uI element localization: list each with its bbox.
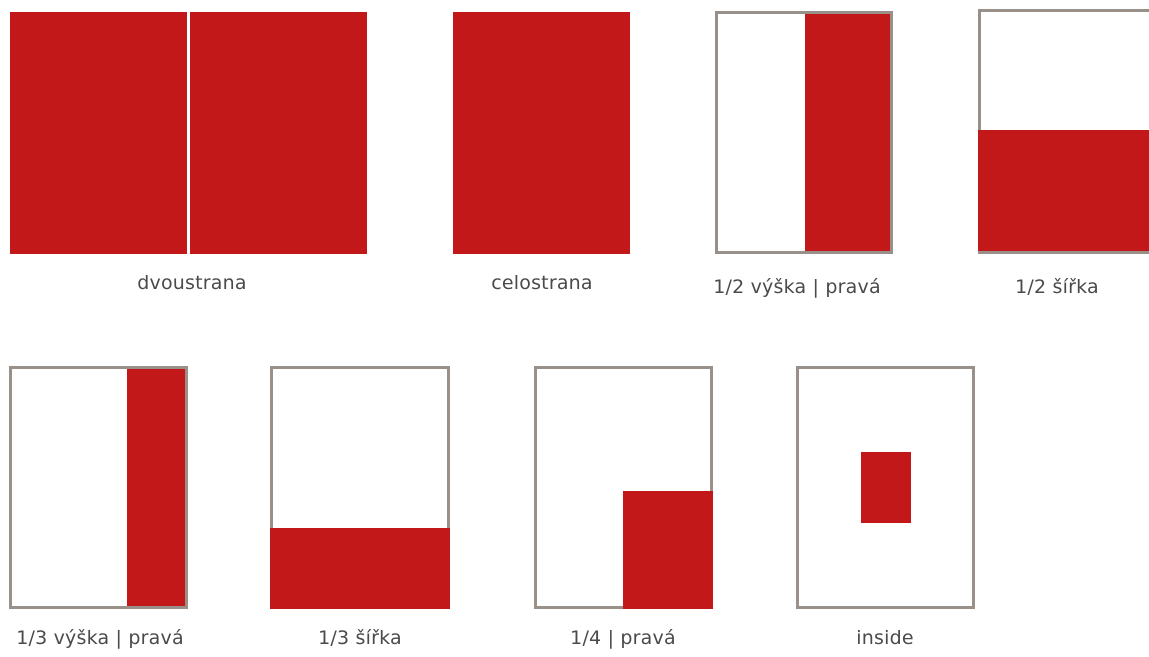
- format-third-height-right-diagram: [9, 366, 188, 609]
- ad-area-bottom-half: [978, 130, 1149, 251]
- format-label-celostrana: celostrana: [491, 272, 593, 294]
- ad-area-right-third: [127, 369, 185, 606]
- ad-area-right-half: [805, 14, 890, 251]
- ad-area-bottom-right-quarter: [623, 491, 713, 609]
- format-label-half-height-right: 1/2 výška | pravá: [713, 276, 881, 298]
- format-inside-diagram: [796, 366, 975, 609]
- format-label-half-width: 1/2 šířka: [1015, 276, 1099, 298]
- ad-area-right-page: [190, 12, 367, 254]
- format-celostrana-diagram: [453, 12, 630, 254]
- ad-area-full-page: [453, 12, 630, 254]
- format-label-dvoustrana: dvoustrana: [137, 272, 247, 294]
- format-dvoustrana-diagram: [10, 12, 367, 254]
- format-label-quarter-right: 1/4 | pravá: [570, 627, 676, 649]
- format-quarter-right-diagram: [534, 366, 713, 609]
- ad-area-bottom-third: [270, 528, 450, 609]
- format-label-third-height-right: 1/3 výška | pravá: [16, 627, 184, 649]
- format-label-third-width: 1/3 šířka: [318, 627, 402, 649]
- format-third-width-diagram: [270, 366, 450, 609]
- format-half-width-diagram: [978, 9, 1149, 254]
- format-label-inside: inside: [856, 627, 914, 649]
- ad-area-left-page: [10, 12, 187, 254]
- format-half-height-right-diagram: [715, 11, 893, 254]
- ad-area-inside-block: [861, 452, 911, 523]
